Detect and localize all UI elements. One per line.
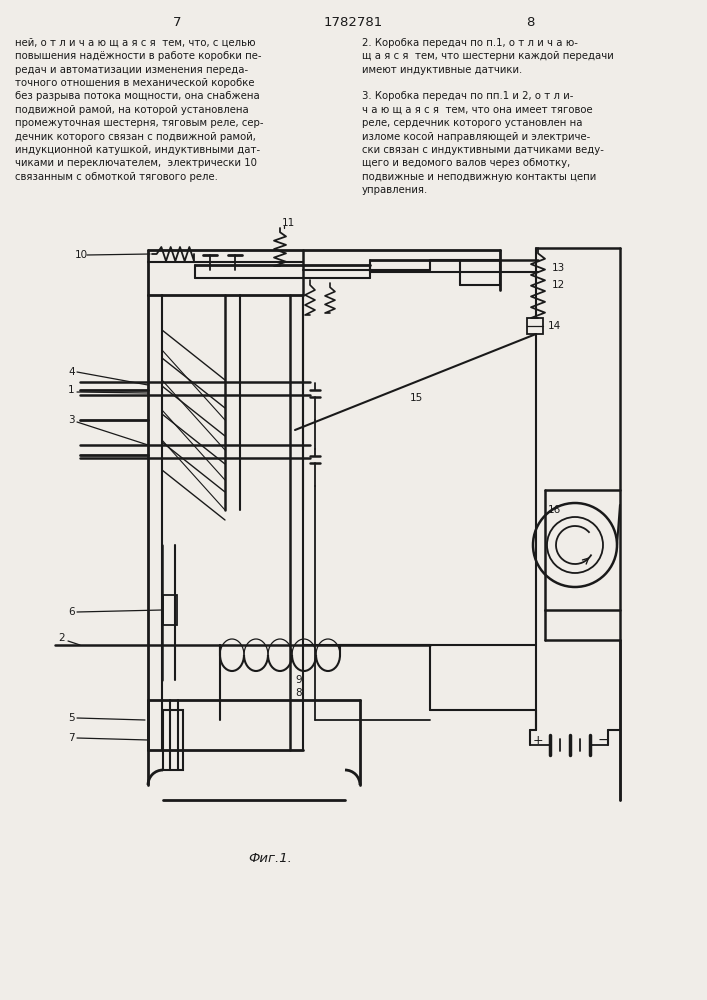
Text: 3: 3 [68,415,75,425]
Text: 7: 7 [173,15,181,28]
Bar [527,318,543,334]
Text: 8: 8 [526,15,534,28]
Text: 8: 8 [295,688,302,698]
Text: 14: 14 [548,321,561,331]
Text: 12: 12 [552,280,566,290]
Text: 7: 7 [68,733,75,743]
Bar [163,595,177,625]
Text: ней, о т л и ч а ю щ а я с я  тем, что, с целью
повышения надёжности в работе ко: ней, о т л и ч а ю щ а я с я тем, что, с… [15,38,264,182]
Text: 2. Коробка передач по п.1, о т л и ч а ю-
щ а я с я  тем, что шестерни каждой пе: 2. Коробка передач по п.1, о т л и ч а ю… [362,38,614,195]
Text: 5: 5 [68,713,75,723]
Text: 11: 11 [282,218,296,228]
Text: Фиг.1.: Фиг.1. [248,852,292,864]
Circle shape [533,503,617,587]
Text: −: − [597,733,609,747]
Text: +: + [532,734,543,746]
Bar [163,710,183,770]
Circle shape [547,517,603,573]
Text: 15: 15 [410,393,423,403]
Text: 16: 16 [548,505,561,515]
Text: 9: 9 [295,675,302,685]
Text: 4: 4 [68,367,75,377]
Text: 1782781: 1782781 [323,15,382,28]
Text: 2: 2 [58,633,64,643]
Text: 6: 6 [68,607,75,617]
Text: 10: 10 [75,250,88,260]
Text: 1: 1 [68,385,75,395]
Text: 13: 13 [552,263,566,273]
